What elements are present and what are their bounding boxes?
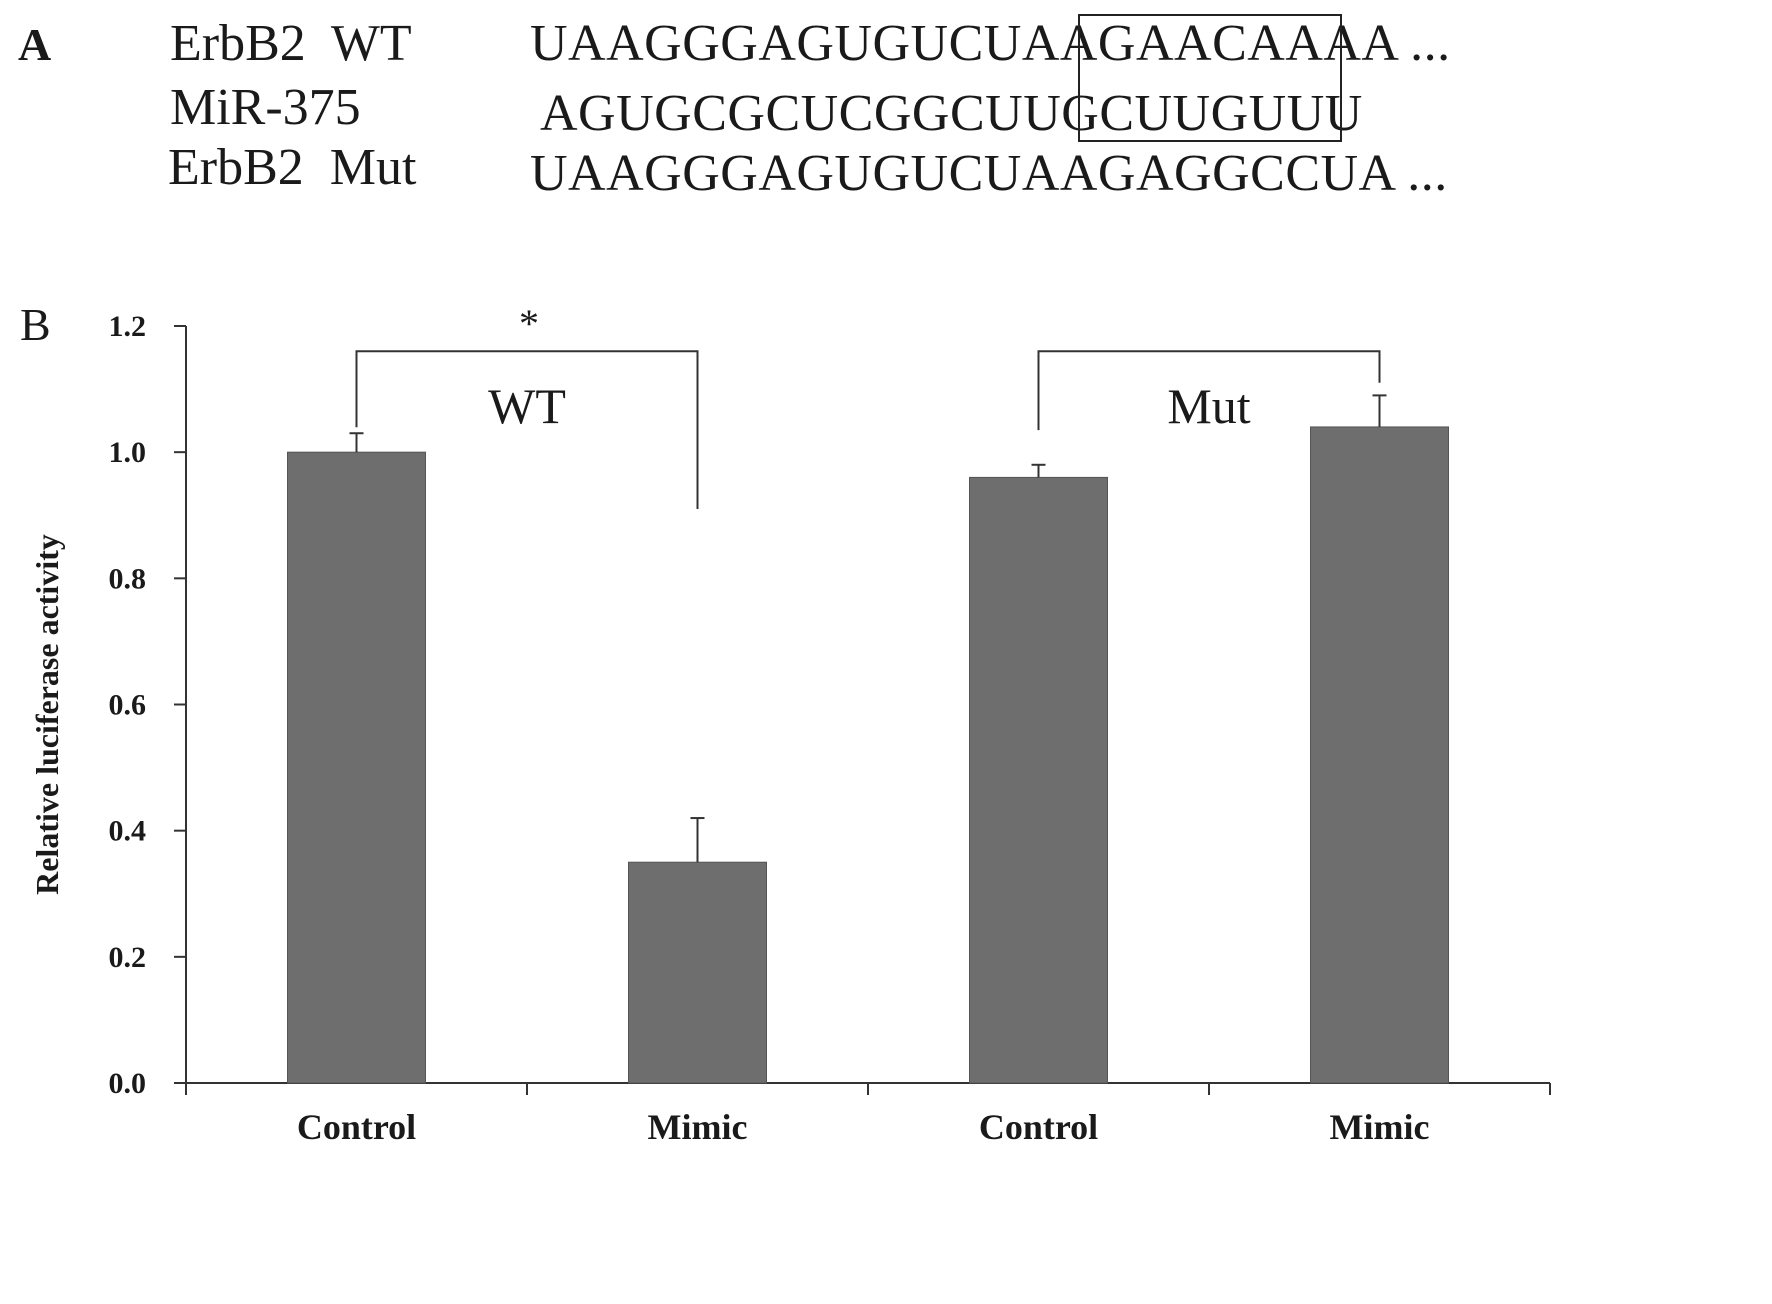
group-label: WT [488,378,566,434]
y-tick-label: 0.8 [109,562,147,595]
seed-match-box [1078,14,1342,142]
panel-a-letter: A [18,19,52,70]
bar [1310,426,1449,1084]
seq-mir375: AGUGCGCUCGGCUUGCUUGUUU [540,85,1363,142]
bar [969,476,1108,1084]
panel-b-letter: B [20,299,51,350]
x-category-label: Mimic [1330,1107,1430,1147]
x-category-label: Control [979,1107,1098,1147]
y-tick-label: 0.0 [109,1067,147,1100]
y-tick-label: 1.2 [109,310,147,343]
group-bracket [355,350,699,509]
y-tick-label: 0.4 [109,815,147,848]
bar [628,861,767,1084]
group-bracket [1037,350,1381,431]
bar [287,451,426,1084]
seq-name-erbb2-mut: ErbB2 Mut [168,139,417,196]
y-tick-label: 1.0 [109,436,147,469]
group-label: Mut [1167,378,1250,434]
y-axis-label: Relative luciferase activity [29,534,65,895]
seq-erbb2-wt: UAAGGGAGUGUCUAAGAACAAAA ... [530,15,1451,72]
seq-name-erbb2-wt: ErbB2 WT [170,15,412,72]
y-tick-label: 0.6 [109,689,147,722]
seq-erbb2-mut: UAAGGGAGUGUCUAAGAGGCCUA ... [530,145,1448,202]
y-tick-label: 0.2 [109,941,147,974]
seq-name-mir375: MiR-375 [170,79,361,136]
significance-marker: * [519,301,539,346]
x-category-label: Control [297,1107,416,1147]
x-category-label: Mimic [648,1107,748,1147]
